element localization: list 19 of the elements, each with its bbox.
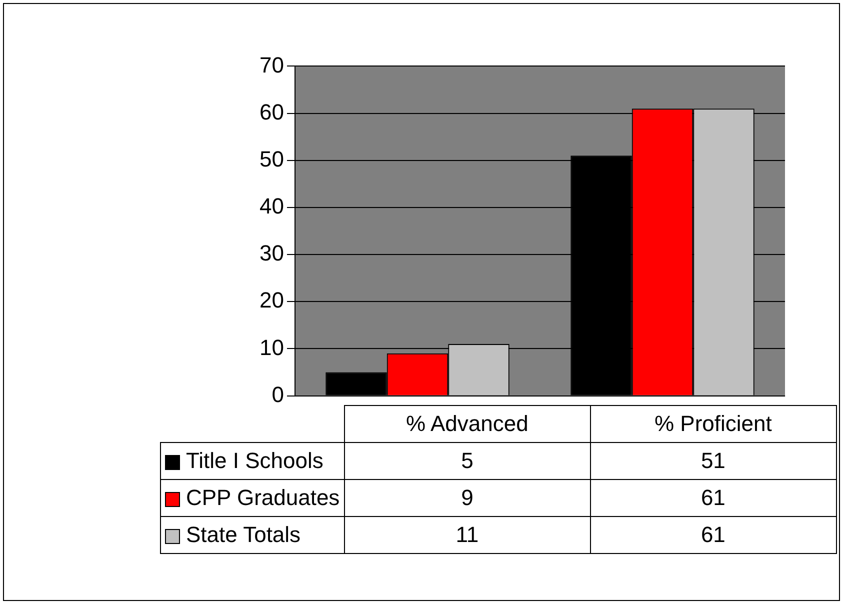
y-tick-label: 30 [260, 240, 284, 266]
legend-label: State Totals [160, 516, 344, 554]
legend-label: CPP Graduates [160, 480, 344, 516]
x-tick-label: % Proficient [590, 406, 836, 442]
data-label: 51 [590, 442, 836, 480]
y-tick-label: 0 [272, 382, 284, 407]
data-label: 9 [344, 480, 590, 516]
data-label: 5 [344, 442, 590, 480]
legend-label: Title I Schools [160, 442, 344, 480]
y-tick-label: 40 [260, 194, 284, 219]
data-label: 61 [590, 516, 836, 554]
x-tick-label: % Advanced [344, 406, 590, 442]
y-tick-label: 10 [260, 334, 284, 360]
y-tick-label: 70 [260, 52, 284, 78]
y-tick-label: 50 [260, 146, 284, 172]
y-tick-label: 60 [260, 99, 284, 124]
data-label: 11 [344, 516, 590, 554]
y-tick-label: 20 [260, 288, 284, 313]
data-label: 61 [590, 480, 836, 516]
